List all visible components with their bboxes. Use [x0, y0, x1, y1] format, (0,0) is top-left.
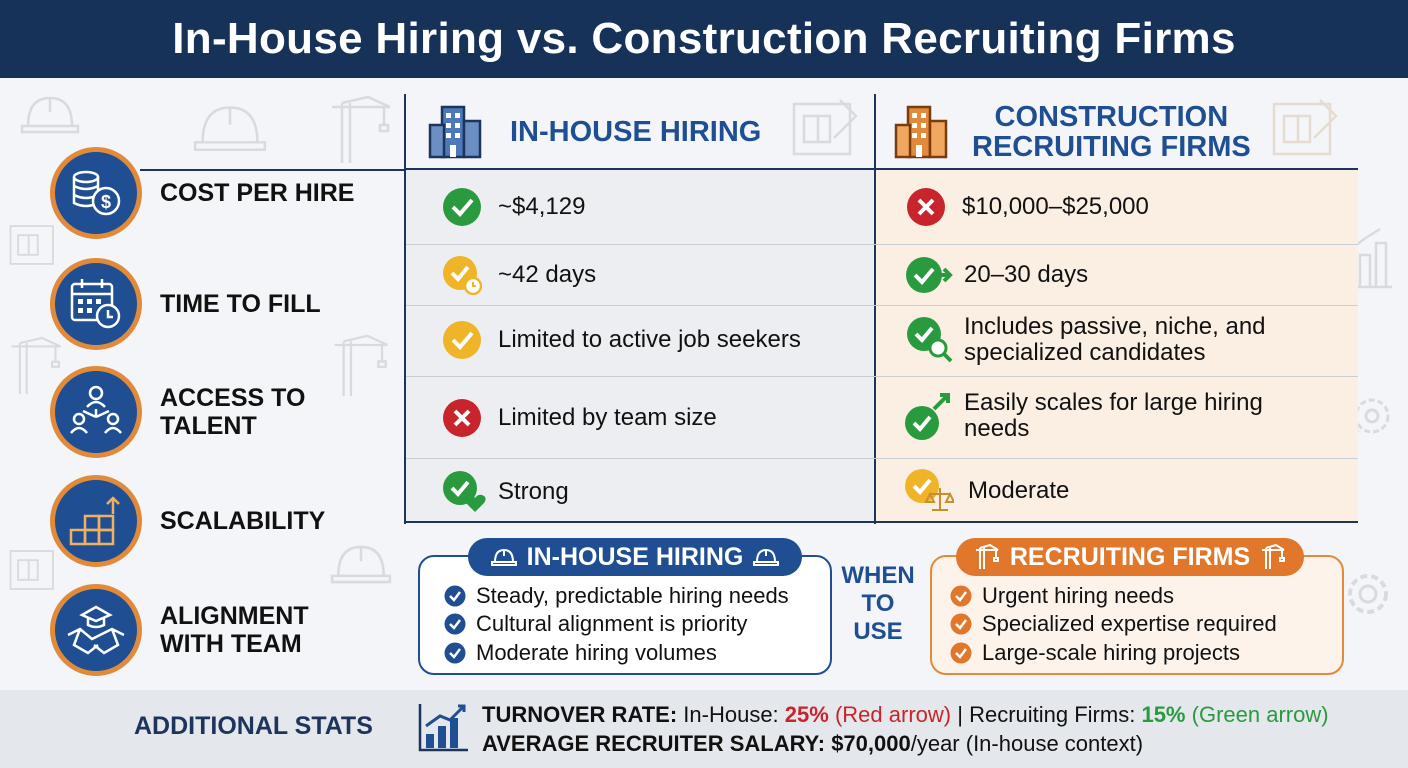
check-circle-icon — [444, 585, 466, 607]
header-divider — [140, 169, 404, 171]
crane-icon — [332, 95, 391, 163]
cell-in-house-scalability: Limited by team size — [442, 398, 717, 438]
cell-firms-alignment: Moderate — [904, 468, 1069, 514]
bar-chart-growth-icon — [418, 704, 468, 752]
hard-hat-icon — [753, 548, 780, 566]
coins-dollar-icon: $ — [50, 147, 142, 239]
network-people-icon — [50, 366, 142, 458]
page-header: In-House Hiring vs. Construction Recruit… — [0, 0, 1408, 78]
blocks-growth-icon — [50, 475, 142, 567]
firms-when-item: Large-scale hiring projects — [950, 640, 1240, 666]
check-circle-icon — [444, 613, 466, 635]
check-circle-icon — [950, 613, 972, 635]
criteria-access-to-talent: ACCESS TO TALENT — [50, 366, 305, 458]
cell-firms-talent: Includes passive, niche, and specialized… — [906, 314, 1266, 366]
check-uparrow-icon — [905, 393, 950, 440]
firms-when-title: RECRUITING FIRMS — [956, 538, 1304, 576]
cell-in-house-cost: ~$4,129 — [442, 187, 585, 227]
cell-firms-scalability: Easily scales for large hiring needs — [904, 390, 1263, 442]
in-house-column-title: IN-HOUSE HIRING — [510, 116, 762, 148]
row-separator — [406, 244, 1358, 245]
table-bottom-line — [404, 521, 1358, 523]
criteria-alignment-with-team: ALIGNMENT WITH TEAM — [50, 584, 309, 676]
crane-icon — [11, 336, 62, 394]
table-border-middle — [874, 94, 876, 524]
hard-hat-icon — [193, 106, 267, 152]
in-house-when-title: IN-HOUSE HIRING — [468, 538, 802, 576]
cell-firms-time: 20–30 days — [906, 255, 1088, 295]
row-separator — [406, 376, 1358, 377]
check-circle-icon — [950, 642, 972, 664]
check-arrow-icon — [906, 257, 953, 293]
row-separator — [406, 305, 1358, 306]
in-house-column-header: IN-HOUSE HIRING — [424, 94, 864, 170]
check-circle-icon — [950, 585, 972, 607]
table-header-line — [404, 168, 1358, 170]
check-circle-icon — [443, 188, 481, 226]
hard-hat-icon — [490, 548, 517, 566]
criteria-label: ACCESS TO TALENT — [160, 384, 306, 440]
criteria-cost-per-hire: $ COST PER HIRE — [50, 147, 354, 239]
building-icon — [428, 105, 482, 159]
cell-firms-cost: $10,000–$25,000 — [906, 187, 1149, 227]
page-title: In-House Hiring vs. Construction Recruit… — [172, 14, 1236, 63]
check-magnifier-icon — [907, 317, 953, 363]
gear-icon — [1348, 574, 1388, 614]
hard-hat-icon — [20, 96, 80, 134]
in-house-when-item: Cultural alignment is priority — [444, 611, 747, 637]
hard-hat-icon — [330, 545, 392, 584]
firms-column-title: CONSTRUCTION RECRUITING FIRMS — [972, 101, 1251, 163]
criteria-scalability: SCALABILITY — [50, 475, 325, 567]
in-house-column-bg — [406, 170, 876, 522]
check-clock-icon — [443, 256, 482, 295]
blueprint-icon — [9, 225, 54, 265]
firms-column-bg — [876, 170, 1358, 522]
svg-text:$: $ — [101, 192, 111, 212]
handshake-icon — [50, 584, 142, 676]
firms-column-header: CONSTRUCTION RECRUITING FIRMS — [890, 94, 1270, 170]
stats-title: ADDITIONAL STATS — [134, 712, 373, 740]
x-circle-icon — [907, 188, 945, 226]
cell-in-house-talent: Limited to active job seekers — [442, 320, 801, 360]
blueprint-icon — [792, 99, 858, 156]
check-circle-icon — [443, 321, 481, 359]
crane-icon — [1262, 544, 1286, 569]
cell-in-house-time: ~42 days — [442, 255, 596, 295]
row-separator — [406, 458, 1358, 459]
criteria-label: ALIGNMENT WITH TEAM — [160, 602, 309, 658]
check-heart-icon — [443, 471, 486, 512]
criteria-label: SCALABILITY — [160, 507, 326, 535]
firms-when-item: Specialized expertise required — [950, 611, 1277, 637]
blueprint-icon — [1272, 99, 1338, 156]
table-border-left — [404, 94, 406, 524]
calendar-clock-icon — [50, 258, 142, 350]
cell-in-house-alignment: Strong — [442, 470, 569, 514]
in-house-when-item: Steady, predictable hiring needs — [444, 583, 789, 609]
building-icon — [894, 105, 948, 159]
turnover-rate-stat: TURNOVER RATE: In-House: 25% (Red arrow)… — [482, 702, 1329, 727]
stats-band — [0, 690, 1408, 768]
criteria-time-to-fill: TIME TO FILL — [50, 258, 321, 350]
crane-icon — [334, 334, 388, 397]
check-scale-icon — [905, 469, 954, 511]
x-circle-icon — [443, 399, 481, 437]
recruiter-salary-stat: AVERAGE RECRUITER SALARY: $70,000/year (… — [482, 731, 1144, 756]
firms-when-item: Urgent hiring needs — [950, 583, 1174, 609]
crane-icon — [975, 544, 999, 569]
check-circle-icon — [444, 642, 466, 664]
criteria-label: COST PER HIRE — [160, 179, 355, 207]
when-to-use-label: WHEN TO USE — [841, 562, 915, 645]
criteria-label: TIME TO FILL — [160, 290, 321, 318]
blueprint-icon — [9, 550, 54, 590]
in-house-when-item: Moderate hiring volumes — [444, 640, 717, 666]
